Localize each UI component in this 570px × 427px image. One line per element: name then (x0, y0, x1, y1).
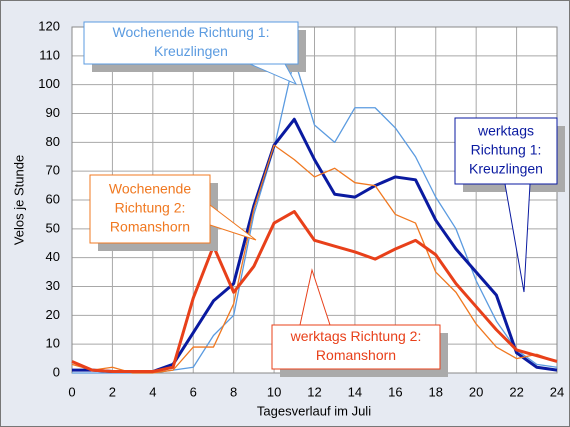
y-tick-label: 20 (46, 307, 60, 322)
y-tick-label: 10 (46, 336, 60, 351)
series-label: Romanshorn (110, 219, 190, 235)
x-tick-label: 16 (388, 384, 402, 399)
x-tick-label: 0 (68, 384, 75, 399)
x-tick-label: 24 (550, 384, 564, 399)
series-label: Kreuzlingen (154, 43, 228, 59)
x-tick-label: 20 (469, 384, 483, 399)
series-label: Wochenende Richtung 1: (113, 24, 270, 40)
y-tick-label: 30 (46, 278, 60, 293)
series-label: werktags Richtung 2: (290, 328, 422, 344)
x-tick-label: 8 (230, 384, 237, 399)
callout-box (271, 324, 441, 370)
y-tick-label: 0 (53, 364, 60, 379)
x-tick-label: 4 (149, 384, 156, 399)
series-label: Richtung 1: (471, 142, 542, 158)
y-axis-label: Velos je Stunde (11, 155, 26, 245)
callout-box (83, 21, 299, 65)
series-line (71, 210, 558, 374)
x-tick-label: 12 (307, 384, 321, 399)
y-tick-label: 90 (46, 105, 60, 120)
y-tick-label: 80 (46, 134, 60, 149)
x-tick-label: 18 (429, 384, 443, 399)
series-label: Wochenende (109, 181, 191, 197)
x-tick-label: 2 (109, 384, 116, 399)
y-tick-label: 120 (38, 18, 60, 33)
callout-box (454, 117, 558, 185)
x-axis-label: Tagesverlauf im Juli (257, 403, 371, 418)
series-label: Romanshorn (316, 347, 396, 363)
x-tick-label: 22 (509, 384, 523, 399)
series-label: werktags (477, 123, 534, 139)
y-tick-label: 50 (46, 220, 60, 235)
series-label: Richtung 2: (115, 200, 186, 216)
x-tick-label: 10 (267, 384, 281, 399)
y-tick-label: 110 (39, 47, 60, 62)
y-tick-label: 100 (38, 76, 60, 91)
y-tick-label: 40 (46, 249, 60, 264)
x-tick-label: 14 (348, 384, 362, 399)
x-tick-label: 6 (190, 384, 197, 399)
y-tick-label: 60 (46, 191, 60, 206)
y-tick-label: 70 (46, 163, 60, 178)
callout-box (89, 174, 211, 244)
series-label: Kreuzlingen (469, 161, 543, 177)
